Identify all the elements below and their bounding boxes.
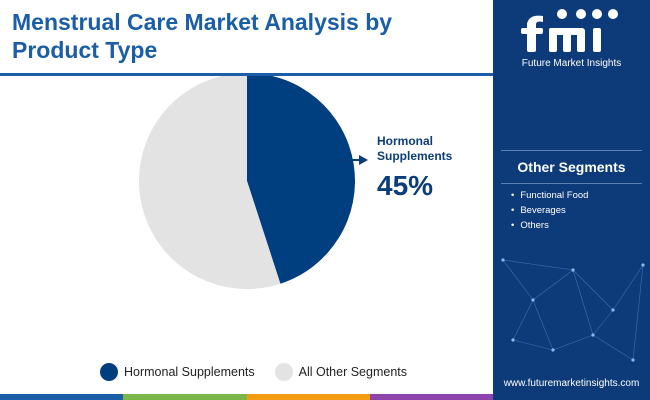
bullet-icon: • bbox=[511, 220, 515, 231]
other-segments-list: • Functional Food • Beverages • Others bbox=[511, 190, 588, 235]
network-graphic bbox=[501, 258, 645, 362]
chart-title: Menstrual Care Market Analysis by Produc… bbox=[12, 9, 393, 63]
other-segments-title: Other Segments bbox=[501, 150, 642, 184]
pie-slice-hormonal-supplements bbox=[247, 76, 355, 284]
legend-label-hormonal: Hormonal Supplements bbox=[124, 365, 255, 379]
callout-value: 45% bbox=[377, 170, 434, 201]
bottom-color-bar bbox=[0, 394, 493, 400]
fmi-logo bbox=[521, 9, 618, 52]
bullet-icon: • bbox=[511, 190, 515, 201]
legend-label-other: All Other Segments bbox=[298, 365, 408, 379]
pie-slice-all-other-segments bbox=[138, 76, 281, 289]
legend-swatch-other bbox=[274, 363, 293, 381]
callout-label: Hormonal Supplements bbox=[377, 134, 453, 163]
legend-item-other: All Other Segments bbox=[274, 363, 408, 381]
segment-label: Others bbox=[520, 220, 549, 231]
segment-item: • Others bbox=[511, 220, 588, 231]
segment-item: • Functional Food bbox=[511, 190, 588, 201]
bullet-icon: • bbox=[511, 205, 515, 216]
pie-chart bbox=[138, 76, 368, 289]
legend: Hormonal Supplements All Other Segments bbox=[100, 361, 427, 383]
legend-swatch-hormonal bbox=[100, 363, 118, 381]
segment-label: Functional Food bbox=[520, 190, 589, 201]
sidebar: Future Market Insights Other Segments • F… bbox=[493, 0, 650, 400]
title-divider bbox=[0, 73, 493, 76]
segment-label: Beverages bbox=[520, 205, 566, 216]
website-link[interactable]: www.futuremarketinsights.com bbox=[503, 378, 640, 389]
legend-item-hormonal: Hormonal Supplements bbox=[100, 363, 255, 381]
segment-item: • Beverages bbox=[511, 205, 588, 216]
brand-text: Future Market Insights bbox=[521, 58, 622, 69]
callout-arrow bbox=[333, 155, 368, 165]
